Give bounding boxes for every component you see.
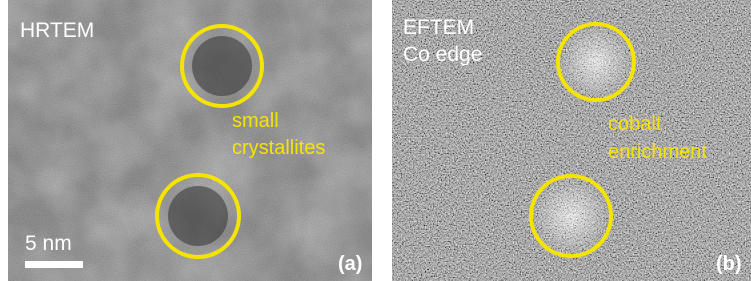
panel-subtitle: Co edge [403, 43, 482, 66]
annotation: small [232, 110, 279, 132]
panel-tag: (b) [716, 253, 742, 275]
scale-bar [25, 261, 83, 268]
crystallite [192, 36, 252, 96]
annotation: crystallites [232, 137, 325, 159]
annotation: enrichment [608, 141, 707, 163]
scale-bar-label: 5 nm [25, 232, 72, 255]
annotation: cobalt [608, 113, 662, 135]
figure: HRTEM small crystallites 5 nm (a) EFTEM … [0, 0, 751, 281]
panel-title: HRTEM [20, 19, 94, 42]
cobalt-spot [533, 178, 609, 254]
panel-title: EFTEM [403, 16, 474, 39]
crystallite [168, 186, 228, 246]
cobalt-spot [560, 26, 632, 98]
panel-a: HRTEM small crystallites 5 nm (a) [8, 0, 372, 281]
panel-b: EFTEM Co edge cobalt enrichment (b) [392, 0, 751, 281]
panel-tag: (a) [338, 253, 362, 275]
